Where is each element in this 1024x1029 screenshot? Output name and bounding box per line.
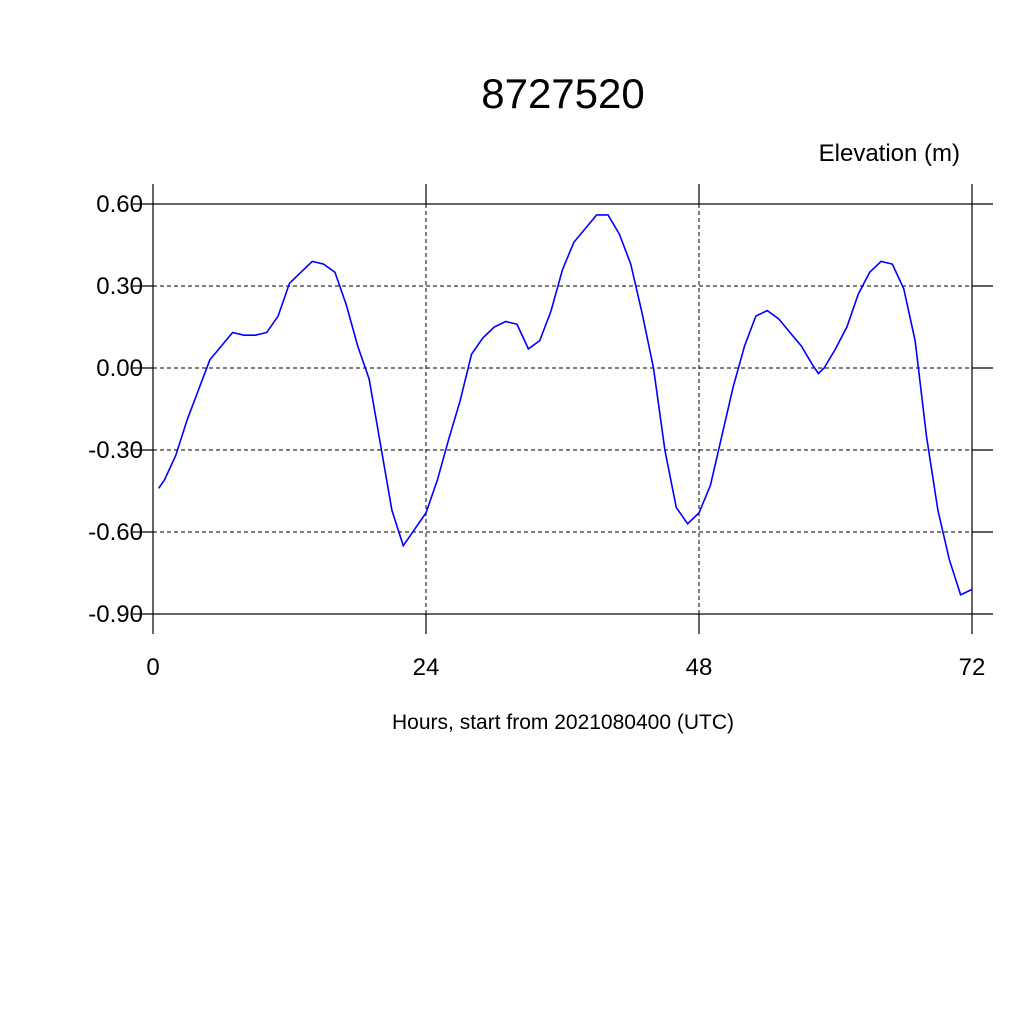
y-tick-label: 0.00 [96,355,143,382]
y-tick-label: -0.90 [88,601,143,628]
x-tick-label: 24 [413,654,440,681]
chart-title: 8727520 [481,70,645,117]
plot-frame [152,203,973,615]
axis-unit-label: Elevation (m) [819,140,960,167]
x-tick-label: 0 [146,654,159,681]
y-tick-label: 0.30 [96,273,143,300]
x-tick-label: 72 [959,654,986,681]
y-tick-label: 0.60 [96,191,143,218]
data-line [158,214,973,596]
x-tick-label: 48 [686,654,713,681]
y-tick-label: -0.30 [88,437,143,464]
y-tick-label: -0.60 [88,519,143,546]
x-axis-label: Hours, start from 2021080400 (UTC) [392,711,734,734]
